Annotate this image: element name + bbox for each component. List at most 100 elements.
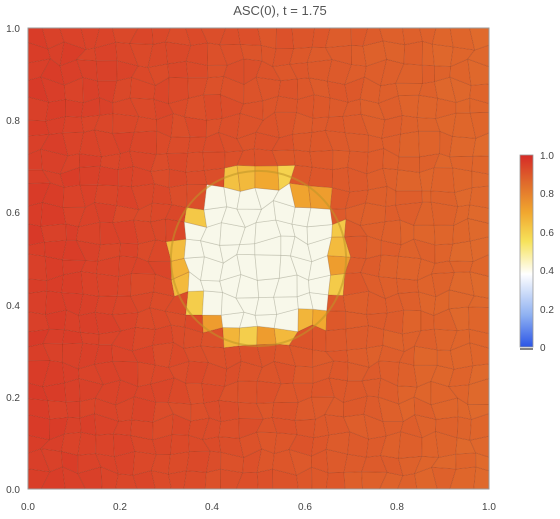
- mesh-cell: [151, 28, 172, 45]
- mesh-cell: [185, 169, 208, 185]
- mesh-cell: [78, 165, 101, 186]
- mesh-cell: [201, 290, 223, 316]
- mesh-cell: [200, 28, 227, 46]
- x-tick-label: 0.6: [298, 502, 312, 513]
- mesh-cell: [28, 253, 48, 281]
- mesh-cell: [431, 28, 454, 48]
- mesh-cell: [350, 28, 369, 47]
- mesh-cell: [469, 111, 489, 139]
- x-tick-label: 1.0: [482, 502, 496, 513]
- mesh-cell: [166, 136, 191, 154]
- mesh-cell: [238, 325, 258, 347]
- mesh-cell: [467, 295, 489, 308]
- mesh-cell: [467, 217, 489, 242]
- mesh-cell: [203, 167, 226, 188]
- mesh-cell: [469, 271, 489, 299]
- mesh-cell: [467, 403, 489, 420]
- mesh-cell: [129, 130, 158, 155]
- mesh-cell: [380, 219, 402, 246]
- mesh-cell: [185, 28, 209, 46]
- mesh-cell: [467, 58, 489, 86]
- mesh-cell: [471, 155, 489, 175]
- mesh-cell: [254, 254, 282, 281]
- mesh-cell: [449, 135, 477, 158]
- mesh-cell: [467, 204, 489, 224]
- mesh-cell: [96, 273, 120, 297]
- mesh-cell: [28, 278, 48, 294]
- mesh-cell: [292, 131, 313, 153]
- plot-frame: [27, 27, 490, 490]
- mesh-cell: [275, 28, 295, 50]
- mesh-cell: [166, 152, 189, 173]
- mesh-cell: [203, 94, 223, 121]
- colorbar-tick-label: 0.8: [540, 189, 554, 200]
- y-tick-label: 0.2: [6, 393, 20, 404]
- y-tick-label: 1.0: [6, 24, 20, 35]
- y-axis: 0.0 0.2 0.4 0.6 0.8 1.0: [6, 24, 20, 496]
- mesh-cell: [308, 166, 334, 189]
- colorbar-tick-label: 0.2: [540, 305, 554, 316]
- mesh-cell: [468, 306, 489, 334]
- mesh-cell: [345, 325, 369, 351]
- mesh-cell: [185, 151, 205, 173]
- mesh-cell: [202, 151, 226, 171]
- mesh-cell: [325, 310, 347, 332]
- mesh-cell: [59, 28, 87, 51]
- mesh-cell: [168, 183, 188, 208]
- x-tick-label: 0.0: [21, 502, 35, 513]
- mesh-cell: [469, 236, 489, 263]
- mesh-cell: [332, 149, 351, 171]
- x-tick-label: 0.2: [113, 502, 127, 513]
- mesh-cell: [306, 207, 333, 228]
- y-tick-label: 0.4: [6, 301, 20, 312]
- mesh-cell: [395, 190, 423, 206]
- mesh-cell: [312, 94, 331, 119]
- mesh-cell: [395, 169, 423, 192]
- mesh-cell: [475, 452, 489, 472]
- mesh-cell: [418, 130, 441, 158]
- mesh-cell: [219, 28, 241, 46]
- mesh-cell: [257, 28, 277, 50]
- mesh-cell: [28, 290, 48, 315]
- mesh-cell: [469, 413, 489, 441]
- mesh-cell: [469, 254, 489, 277]
- mesh-cell: [254, 165, 280, 191]
- mesh-cell: [65, 400, 81, 419]
- mesh-cell: [80, 28, 101, 50]
- mesh-cell: [324, 115, 346, 134]
- y-tick-label: 0.0: [6, 485, 20, 496]
- mesh-cell: [379, 28, 406, 46]
- mesh-cell: [62, 115, 85, 134]
- x-tick-label: 0.8: [390, 502, 404, 513]
- mesh-cell: [362, 28, 384, 47]
- mesh-cell: [469, 435, 489, 458]
- mesh-cell: [468, 363, 489, 386]
- mesh-cell: [421, 64, 435, 84]
- mesh-cell: [254, 296, 278, 316]
- colorbar-tick-label: 0: [540, 343, 546, 354]
- mesh-cell: [77, 431, 97, 456]
- mesh-cell: [311, 28, 331, 49]
- mesh-cell: [469, 97, 489, 114]
- mesh-cell: [421, 190, 432, 203]
- mesh-cell: [469, 28, 489, 51]
- mesh-cell: [28, 28, 49, 50]
- chart-title: ASC(0), t = 1.75: [233, 3, 327, 18]
- mesh-cell: [469, 185, 489, 209]
- mesh-cell: [236, 243, 256, 256]
- mesh-cell: [325, 471, 346, 489]
- mesh-cell: [473, 466, 489, 489]
- mesh-cell: [395, 82, 424, 97]
- mesh-cell: [472, 132, 489, 157]
- x-axis: 0.0 0.2 0.4 0.6 0.8 1.0: [21, 502, 496, 513]
- inclusion-boundary: [169, 169, 348, 348]
- mesh-cell: [254, 313, 278, 329]
- y-tick-label: 0.6: [6, 208, 20, 219]
- mesh-cell: [256, 325, 277, 346]
- mesh-cell: [291, 28, 316, 49]
- heatmap-field: [28, 28, 489, 489]
- mesh-cell: [468, 328, 489, 349]
- mesh-cell: [95, 60, 118, 82]
- mesh-cell: [294, 418, 316, 439]
- mesh-cell: [378, 254, 399, 279]
